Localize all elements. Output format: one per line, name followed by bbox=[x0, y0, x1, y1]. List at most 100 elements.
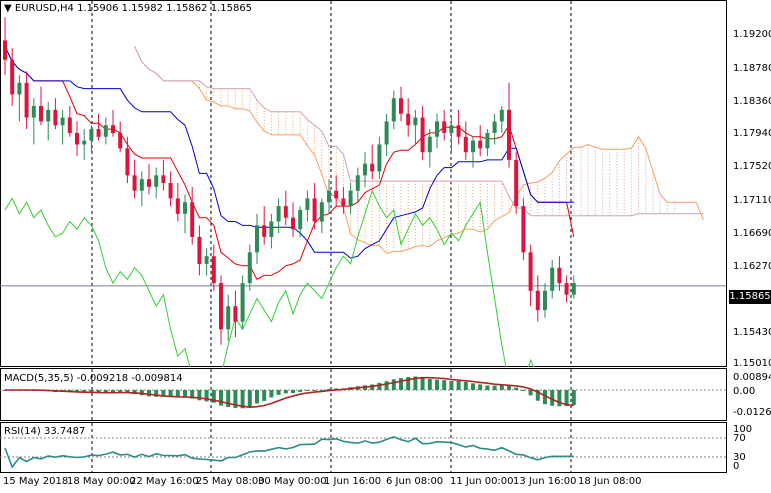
time-label: 22 May 16:00 bbox=[130, 476, 199, 487]
candle-body bbox=[355, 175, 360, 191]
candle-body bbox=[197, 236, 202, 264]
macd-bar bbox=[204, 390, 209, 402]
price-tick: 1.16270 bbox=[733, 261, 771, 272]
candles[interactable] bbox=[3, 17, 576, 345]
macd-bar bbox=[485, 385, 490, 390]
macd-bar bbox=[557, 390, 562, 407]
macd-bar bbox=[420, 377, 425, 390]
macd-bar bbox=[291, 390, 295, 394]
price-tick: 1.18780 bbox=[733, 63, 771, 74]
macd-bar bbox=[543, 390, 547, 405]
macd-bar bbox=[276, 390, 281, 395]
candle-body bbox=[255, 225, 259, 253]
macd-bar bbox=[391, 379, 396, 390]
candle-body bbox=[17, 82, 22, 95]
macd-bar bbox=[442, 380, 447, 390]
candle-body bbox=[463, 136, 468, 153]
price-tick: 1.17520 bbox=[733, 161, 771, 172]
macd-bar bbox=[175, 390, 180, 398]
candle-body bbox=[204, 256, 209, 264]
candle-body bbox=[132, 175, 137, 191]
macd-bar bbox=[406, 377, 411, 390]
macd-bar bbox=[370, 384, 375, 390]
candle-body bbox=[125, 148, 130, 176]
candle-body bbox=[319, 202, 324, 222]
price-tick: 1.19200 bbox=[733, 29, 771, 40]
candle-body bbox=[485, 132, 490, 149]
time-label: 1 Jun 16:00 bbox=[324, 476, 382, 487]
candle-body bbox=[89, 129, 94, 141]
price-tick: 1.15010 bbox=[733, 358, 771, 369]
macd-bar bbox=[269, 390, 274, 398]
candle-body bbox=[75, 132, 79, 145]
macd-bar bbox=[449, 380, 454, 390]
macd-bar bbox=[564, 390, 569, 407]
candle-body bbox=[499, 109, 504, 122]
macd-bar bbox=[168, 390, 173, 397]
macd-bar bbox=[118, 390, 123, 393]
candle-body bbox=[341, 198, 346, 207]
macd-bar bbox=[111, 390, 115, 393]
macd-bar bbox=[528, 390, 533, 396]
macd-bar bbox=[471, 383, 475, 390]
macd-bar bbox=[82, 390, 87, 393]
candle-body bbox=[449, 125, 454, 133]
macd-bar bbox=[507, 385, 511, 390]
macd-bar bbox=[413, 376, 418, 390]
candle-body bbox=[233, 306, 238, 322]
macd-bar bbox=[226, 390, 231, 407]
candle-body bbox=[39, 105, 43, 122]
candle-body bbox=[370, 163, 375, 172]
candle-body bbox=[571, 283, 576, 295]
macd-bar bbox=[147, 390, 151, 397]
candle-body bbox=[521, 206, 526, 253]
candle-body bbox=[327, 190, 331, 203]
candle-body bbox=[31, 105, 36, 118]
chart-header: ▼ EURUSD,H4 1.15906 1.15982 1.15862 1.15… bbox=[4, 3, 252, 14]
macd-bar bbox=[255, 390, 259, 404]
rsi-tick: 30 bbox=[733, 452, 746, 463]
price-tick: 1.18360 bbox=[733, 96, 771, 107]
candle-body bbox=[384, 121, 389, 145]
macd-bar bbox=[233, 390, 238, 408]
macd-chart[interactable] bbox=[0, 368, 771, 421]
current-price-badge: 1.15865 bbox=[729, 290, 771, 304]
macd-bar bbox=[492, 385, 497, 390]
rsi-tick: 70 bbox=[733, 433, 746, 444]
candle-body bbox=[507, 109, 511, 160]
candle-body bbox=[413, 117, 418, 126]
price-tick: 1.17940 bbox=[733, 128, 771, 139]
candle-body bbox=[211, 256, 216, 284]
pane-frame bbox=[0, 422, 727, 473]
rsi-pane[interactable]: RSI(14) 33.7487 100 70 30 0 bbox=[0, 422, 771, 473]
macd-pane[interactable]: MACD(5,35,5) -0.009218 -0.009814 0.00894… bbox=[0, 368, 771, 421]
candle-body bbox=[262, 225, 267, 237]
candle-body bbox=[377, 144, 382, 172]
macd-bar bbox=[161, 390, 166, 397]
price-pane[interactable]: ▼ EURUSD,H4 1.15906 1.15982 1.15862 1.15… bbox=[0, 0, 771, 369]
time-axis: 15 May 2018 18 May 00:00 22 May 16:00 25… bbox=[0, 473, 771, 493]
macd-bar bbox=[535, 390, 540, 401]
rsi-label: RSI(14) 33.7487 bbox=[4, 426, 86, 437]
candle-body bbox=[334, 190, 339, 199]
candle-body bbox=[406, 113, 411, 126]
macd-bar bbox=[298, 390, 303, 392]
rsi-chart[interactable] bbox=[0, 422, 771, 473]
macd-bar bbox=[103, 390, 108, 393]
macd-bar bbox=[521, 390, 526, 391]
price-chart[interactable] bbox=[0, 0, 771, 367]
candle-body bbox=[391, 98, 396, 122]
macd-bar bbox=[327, 388, 331, 390]
collapse-triangle-icon[interactable]: ▼ bbox=[4, 3, 12, 14]
candle-body bbox=[269, 221, 274, 237]
macd-bar bbox=[305, 390, 310, 391]
candle-body bbox=[139, 179, 144, 191]
time-label: 13 Jun 16:00 bbox=[513, 476, 577, 487]
candle-body bbox=[168, 183, 173, 199]
kijun-line bbox=[4, 46, 574, 259]
rsi-line bbox=[4, 436, 574, 469]
macd-bar bbox=[262, 390, 267, 401]
candle-body bbox=[291, 217, 295, 230]
candle-body bbox=[456, 125, 461, 137]
macd-bar bbox=[435, 379, 439, 390]
